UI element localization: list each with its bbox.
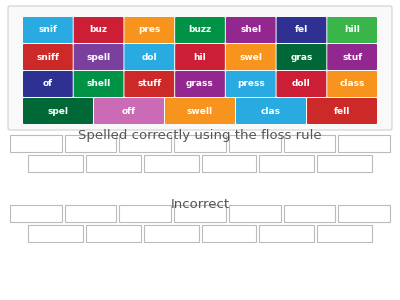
Text: snif: snif xyxy=(38,26,57,34)
Text: sniff: sniff xyxy=(36,52,59,62)
Text: spell: spell xyxy=(86,52,111,62)
FancyBboxPatch shape xyxy=(307,98,377,124)
FancyBboxPatch shape xyxy=(276,71,326,97)
Bar xyxy=(174,205,226,222)
Bar xyxy=(174,135,226,152)
Text: press: press xyxy=(237,80,264,88)
FancyBboxPatch shape xyxy=(327,44,377,70)
Text: of: of xyxy=(43,80,53,88)
FancyBboxPatch shape xyxy=(124,44,174,70)
FancyBboxPatch shape xyxy=(124,17,174,43)
Bar xyxy=(229,135,280,152)
Text: gras: gras xyxy=(290,52,313,62)
Text: hill: hill xyxy=(344,26,360,34)
Text: shel: shel xyxy=(240,26,261,34)
Bar xyxy=(259,155,314,172)
Text: shell: shell xyxy=(86,80,111,88)
Text: hil: hil xyxy=(194,52,206,62)
FancyBboxPatch shape xyxy=(8,6,392,130)
FancyBboxPatch shape xyxy=(226,44,276,70)
Bar xyxy=(202,225,256,242)
Bar xyxy=(10,135,62,152)
Bar xyxy=(144,225,198,242)
FancyBboxPatch shape xyxy=(74,44,124,70)
FancyBboxPatch shape xyxy=(276,44,326,70)
Text: grass: grass xyxy=(186,80,214,88)
Bar xyxy=(120,135,171,152)
Text: off: off xyxy=(122,106,136,116)
Bar xyxy=(317,225,372,242)
Text: buz: buz xyxy=(90,26,108,34)
Bar xyxy=(229,205,280,222)
FancyBboxPatch shape xyxy=(276,17,326,43)
Text: dol: dol xyxy=(142,52,157,62)
Text: swel: swel xyxy=(239,52,262,62)
Text: stuff: stuff xyxy=(137,80,162,88)
Bar xyxy=(317,155,372,172)
Bar xyxy=(86,225,141,242)
FancyBboxPatch shape xyxy=(23,17,73,43)
FancyBboxPatch shape xyxy=(175,17,225,43)
Bar xyxy=(28,225,83,242)
FancyBboxPatch shape xyxy=(226,17,276,43)
FancyBboxPatch shape xyxy=(327,71,377,97)
Bar xyxy=(86,155,141,172)
Text: Spelled correctly using the floss rule: Spelled correctly using the floss rule xyxy=(78,128,322,142)
Bar xyxy=(28,155,83,172)
Bar xyxy=(259,225,314,242)
FancyBboxPatch shape xyxy=(74,17,124,43)
Bar xyxy=(10,205,62,222)
Text: buzz: buzz xyxy=(188,26,212,34)
Text: clas: clas xyxy=(261,106,281,116)
FancyBboxPatch shape xyxy=(74,71,124,97)
Bar xyxy=(338,205,390,222)
Text: class: class xyxy=(340,80,365,88)
Text: fell: fell xyxy=(334,106,350,116)
FancyBboxPatch shape xyxy=(175,71,225,97)
Bar xyxy=(65,205,116,222)
FancyBboxPatch shape xyxy=(327,17,377,43)
Text: Incorrect: Incorrect xyxy=(170,199,230,212)
Bar xyxy=(65,135,116,152)
FancyBboxPatch shape xyxy=(94,98,164,124)
Text: fel: fel xyxy=(295,26,308,34)
Bar xyxy=(284,205,335,222)
Bar xyxy=(338,135,390,152)
Text: doll: doll xyxy=(292,80,311,88)
Bar xyxy=(120,205,171,222)
Bar xyxy=(144,155,198,172)
FancyBboxPatch shape xyxy=(165,98,235,124)
FancyBboxPatch shape xyxy=(23,71,73,97)
Bar xyxy=(284,135,335,152)
FancyBboxPatch shape xyxy=(23,98,93,124)
FancyBboxPatch shape xyxy=(124,71,174,97)
Bar xyxy=(202,155,256,172)
Text: pres: pres xyxy=(138,26,160,34)
FancyBboxPatch shape xyxy=(23,44,73,70)
Text: spel: spel xyxy=(48,106,68,116)
Text: stuf: stuf xyxy=(342,52,362,62)
Text: swell: swell xyxy=(187,106,213,116)
FancyBboxPatch shape xyxy=(175,44,225,70)
FancyBboxPatch shape xyxy=(236,98,306,124)
FancyBboxPatch shape xyxy=(226,71,276,97)
